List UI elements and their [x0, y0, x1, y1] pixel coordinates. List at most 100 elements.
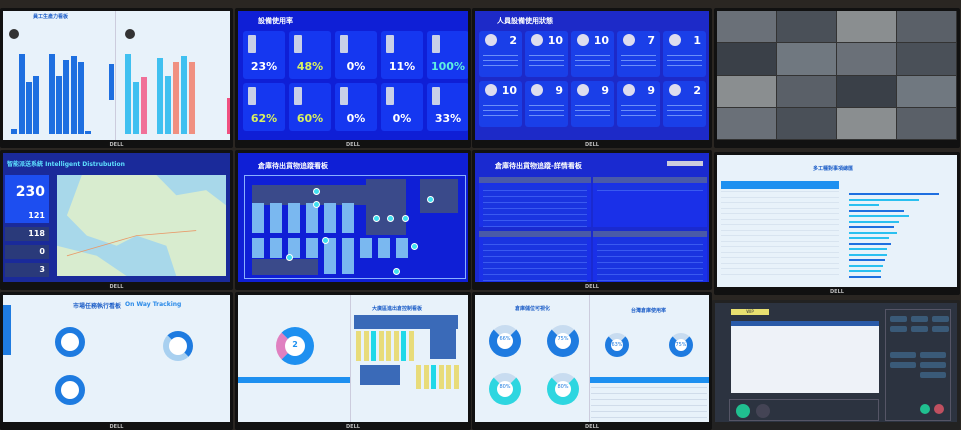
control-button[interactable] — [920, 372, 946, 378]
staff-card[interactable]: 9 — [617, 81, 660, 127]
side-tab[interactable] — [3, 305, 11, 355]
camera-feed[interactable] — [897, 11, 956, 43]
camera-feed[interactable] — [777, 107, 836, 140]
kpi-tile[interactable]: 3 — [5, 263, 49, 277]
equipment-card[interactable]: 11% — [381, 31, 423, 79]
table-row[interactable] — [483, 191, 587, 197]
camera-feed[interactable] — [837, 75, 896, 107]
camera-feed[interactable] — [777, 11, 836, 43]
table-row[interactable] — [483, 257, 587, 263]
table-row[interactable] — [483, 239, 587, 245]
camera-feed[interactable] — [897, 43, 956, 75]
monitor-warehouse-map: 倉庫待出貨物追蹤看板 — [235, 150, 471, 290]
table-row[interactable] — [597, 257, 703, 263]
usage-percent: 33% — [434, 112, 462, 125]
table-row[interactable] — [483, 263, 587, 269]
start-button[interactable] — [736, 404, 750, 418]
staff-card[interactable]: 10 — [479, 81, 522, 127]
filter-dropdown[interactable] — [667, 161, 703, 166]
staff-card[interactable]: 10 — [525, 31, 568, 77]
kpi-tile[interactable]: 230 — [5, 175, 49, 209]
table-row[interactable] — [483, 209, 587, 215]
table-row[interactable] — [597, 275, 703, 281]
camera-feed[interactable] — [777, 43, 836, 75]
staff-card[interactable]: 2 — [663, 81, 706, 127]
control-button[interactable] — [920, 352, 946, 358]
stat-bar — [849, 220, 899, 223]
camera-feed[interactable] — [717, 107, 776, 140]
location-marker[interactable] — [393, 268, 400, 275]
location-marker[interactable] — [387, 215, 394, 222]
control-button[interactable] — [890, 316, 907, 322]
camera-feed[interactable] — [717, 75, 776, 107]
location-marker[interactable] — [313, 188, 320, 195]
staff-card[interactable]: 9 — [525, 81, 568, 127]
camera-feed[interactable] — [837, 43, 896, 75]
staff-card[interactable]: 2 — [479, 31, 522, 77]
equipment-card[interactable]: 48% — [289, 31, 331, 79]
control-button[interactable] — [911, 326, 928, 332]
kpi-tile[interactable]: 0 — [5, 245, 49, 259]
equipment-card[interactable]: 60% — [289, 83, 331, 131]
staff-card[interactable]: 10 — [571, 31, 614, 77]
wip-tab[interactable]: WIP — [731, 309, 769, 315]
table-row[interactable] — [597, 263, 703, 269]
control-button[interactable] — [890, 326, 907, 332]
location-marker[interactable] — [313, 201, 320, 208]
equipment-card[interactable]: 62% — [243, 83, 285, 131]
table-row[interactable] — [483, 203, 587, 209]
staff-card[interactable]: 9 — [571, 81, 614, 127]
table-row[interactable] — [597, 269, 703, 275]
camera-feed[interactable] — [837, 11, 896, 43]
kpi-tile[interactable]: 118 — [5, 227, 49, 241]
table-row[interactable] — [483, 185, 587, 191]
control-button[interactable] — [911, 316, 928, 322]
staff-card[interactable]: 7 — [617, 31, 660, 77]
donut-chart: 66% — [489, 325, 521, 357]
camera-feed[interactable] — [897, 75, 956, 107]
camera-feed[interactable] — [837, 107, 896, 140]
table-row[interactable] — [483, 251, 587, 257]
equipment-card[interactable]: 100% — [427, 31, 468, 79]
location-marker[interactable] — [427, 196, 434, 203]
wip-table[interactable] — [731, 321, 879, 393]
location-marker[interactable] — [411, 243, 418, 250]
kpi-tile[interactable]: 121 — [5, 209, 49, 223]
table-row[interactable] — [483, 215, 587, 221]
table-row[interactable] — [597, 185, 703, 191]
table-row[interactable] — [597, 251, 703, 257]
table-row — [591, 411, 707, 412]
pause-button[interactable] — [756, 404, 770, 418]
equipment-card[interactable]: 0% — [381, 83, 423, 131]
equipment-card[interactable]: 23% — [243, 31, 285, 79]
location-marker[interactable] — [373, 215, 380, 222]
table-row[interactable] — [483, 269, 587, 275]
control-button[interactable] — [890, 352, 916, 358]
table-row[interactable] — [597, 239, 703, 245]
table-row[interactable] — [483, 275, 587, 281]
bar — [133, 82, 139, 134]
table-row[interactable] — [483, 197, 587, 203]
table-row — [721, 246, 839, 247]
camera-feed[interactable] — [717, 43, 776, 75]
map[interactable] — [57, 175, 226, 276]
table-row[interactable] — [483, 245, 587, 251]
table-row[interactable] — [483, 221, 587, 227]
confirm-button[interactable] — [920, 404, 930, 414]
camera-feed[interactable] — [897, 107, 956, 140]
location-marker[interactable] — [322, 237, 329, 244]
control-button[interactable] — [890, 362, 916, 368]
staff-card[interactable]: 1 — [663, 31, 706, 77]
camera-feed[interactable] — [777, 75, 836, 107]
camera-feed[interactable] — [717, 11, 776, 43]
location-marker[interactable] — [286, 254, 293, 261]
table-row[interactable] — [597, 245, 703, 251]
equipment-card[interactable]: 0% — [335, 83, 377, 131]
equipment-card[interactable]: 33% — [427, 83, 468, 131]
control-button[interactable] — [932, 326, 949, 332]
control-button[interactable] — [920, 362, 946, 368]
control-button[interactable] — [932, 316, 949, 322]
cancel-button[interactable] — [934, 404, 944, 414]
location-marker[interactable] — [402, 215, 409, 222]
equipment-card[interactable]: 0% — [335, 31, 377, 79]
